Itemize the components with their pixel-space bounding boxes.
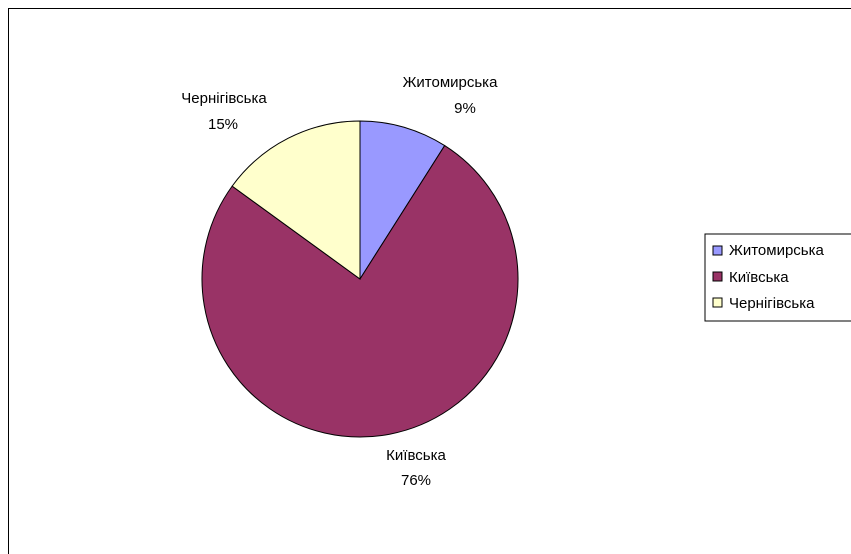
data-label-name-kyivska: Київська [386, 447, 446, 464]
data-label-value-kyivska: 76% [401, 472, 431, 489]
data-label-value-zhytomyrska: 9% [454, 100, 476, 117]
data-label-name-zhytomyrska: Житомирська [403, 74, 499, 91]
pie-slices [201, 120, 519, 438]
pie-slice-zhytomyrska [359, 120, 446, 281]
legend-box [704, 233, 851, 322]
pie-chart: Житомирська 9% Київська 76% Чернігівська… [181, 74, 851, 489]
legend-label-zhytomyrska: Житомирська [729, 242, 825, 259]
data-label-kyivska: Київська 76% [386, 447, 446, 489]
legend: Житомирська Київська Чернігівська [704, 233, 851, 322]
data-label-value-chernihivska: 15% [208, 116, 238, 133]
chart-area: Житомирська 9% Київська 76% Чернігівська… [8, 8, 851, 554]
data-label-zhytomyrska: Житомирська 9% [403, 74, 499, 117]
legend-label-chernihivska: Чернігівська [729, 295, 815, 312]
legend-swatch-kyivska [712, 271, 723, 282]
data-label-name-chernihivska: Чернігівська [181, 90, 267, 107]
pie-slice-chernihivska [231, 120, 361, 280]
legend-label-kyivska: Київська [729, 269, 789, 286]
legend-swatch-chernihivska [712, 297, 723, 308]
data-label-chernihivska: Чернігівська 15% [181, 90, 267, 133]
legend-swatch-zhytomyrska [712, 245, 723, 256]
pie-slice-kyivska [201, 144, 519, 438]
